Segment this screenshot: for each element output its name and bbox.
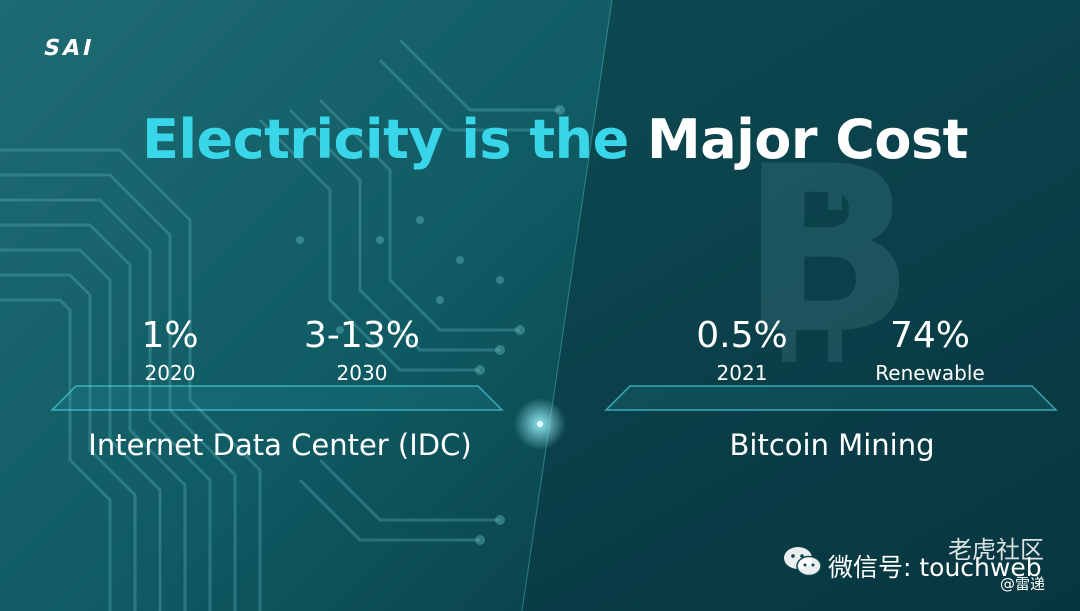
- sai-logo: SAI: [41, 36, 97, 61]
- watermark-author: @雷递: [1000, 575, 1046, 593]
- title-accent: Electricity is the: [142, 108, 629, 171]
- stat-value: 1%: [141, 315, 199, 356]
- group-label-bitcoin: Bitcoin Mining: [729, 428, 935, 462]
- wechat-icon: [784, 547, 822, 577]
- stat-idc-2020: 1% 2020: [130, 316, 210, 386]
- group-label-idc: Internet Data Center (IDC): [88, 428, 472, 462]
- stat-caption: Renewable: [875, 361, 985, 385]
- stat-caption: 2020: [144, 361, 196, 385]
- stat-value: 0.5%: [696, 315, 788, 356]
- svg-text:B: B: [740, 118, 915, 385]
- stat-value: 3-13%: [304, 315, 420, 356]
- watermark-wechat-id: 微信号: touchweb: [828, 553, 1042, 582]
- stat-value: 74%: [889, 315, 970, 356]
- stat-caption: 2021: [716, 361, 768, 385]
- page-title: Electricity is the Major Cost: [0, 108, 1080, 171]
- stat-bitcoin-2021: 0.5% 2021: [692, 316, 792, 386]
- stat-idc-2030: 3-13% 2030: [292, 316, 432, 386]
- stat-bitcoin-renewable: 74% Renewable: [860, 316, 1000, 386]
- stat-caption: 2030: [336, 361, 388, 385]
- title-plain: Major Cost: [647, 108, 968, 171]
- watermark-community: 老虎社区: [948, 536, 1044, 564]
